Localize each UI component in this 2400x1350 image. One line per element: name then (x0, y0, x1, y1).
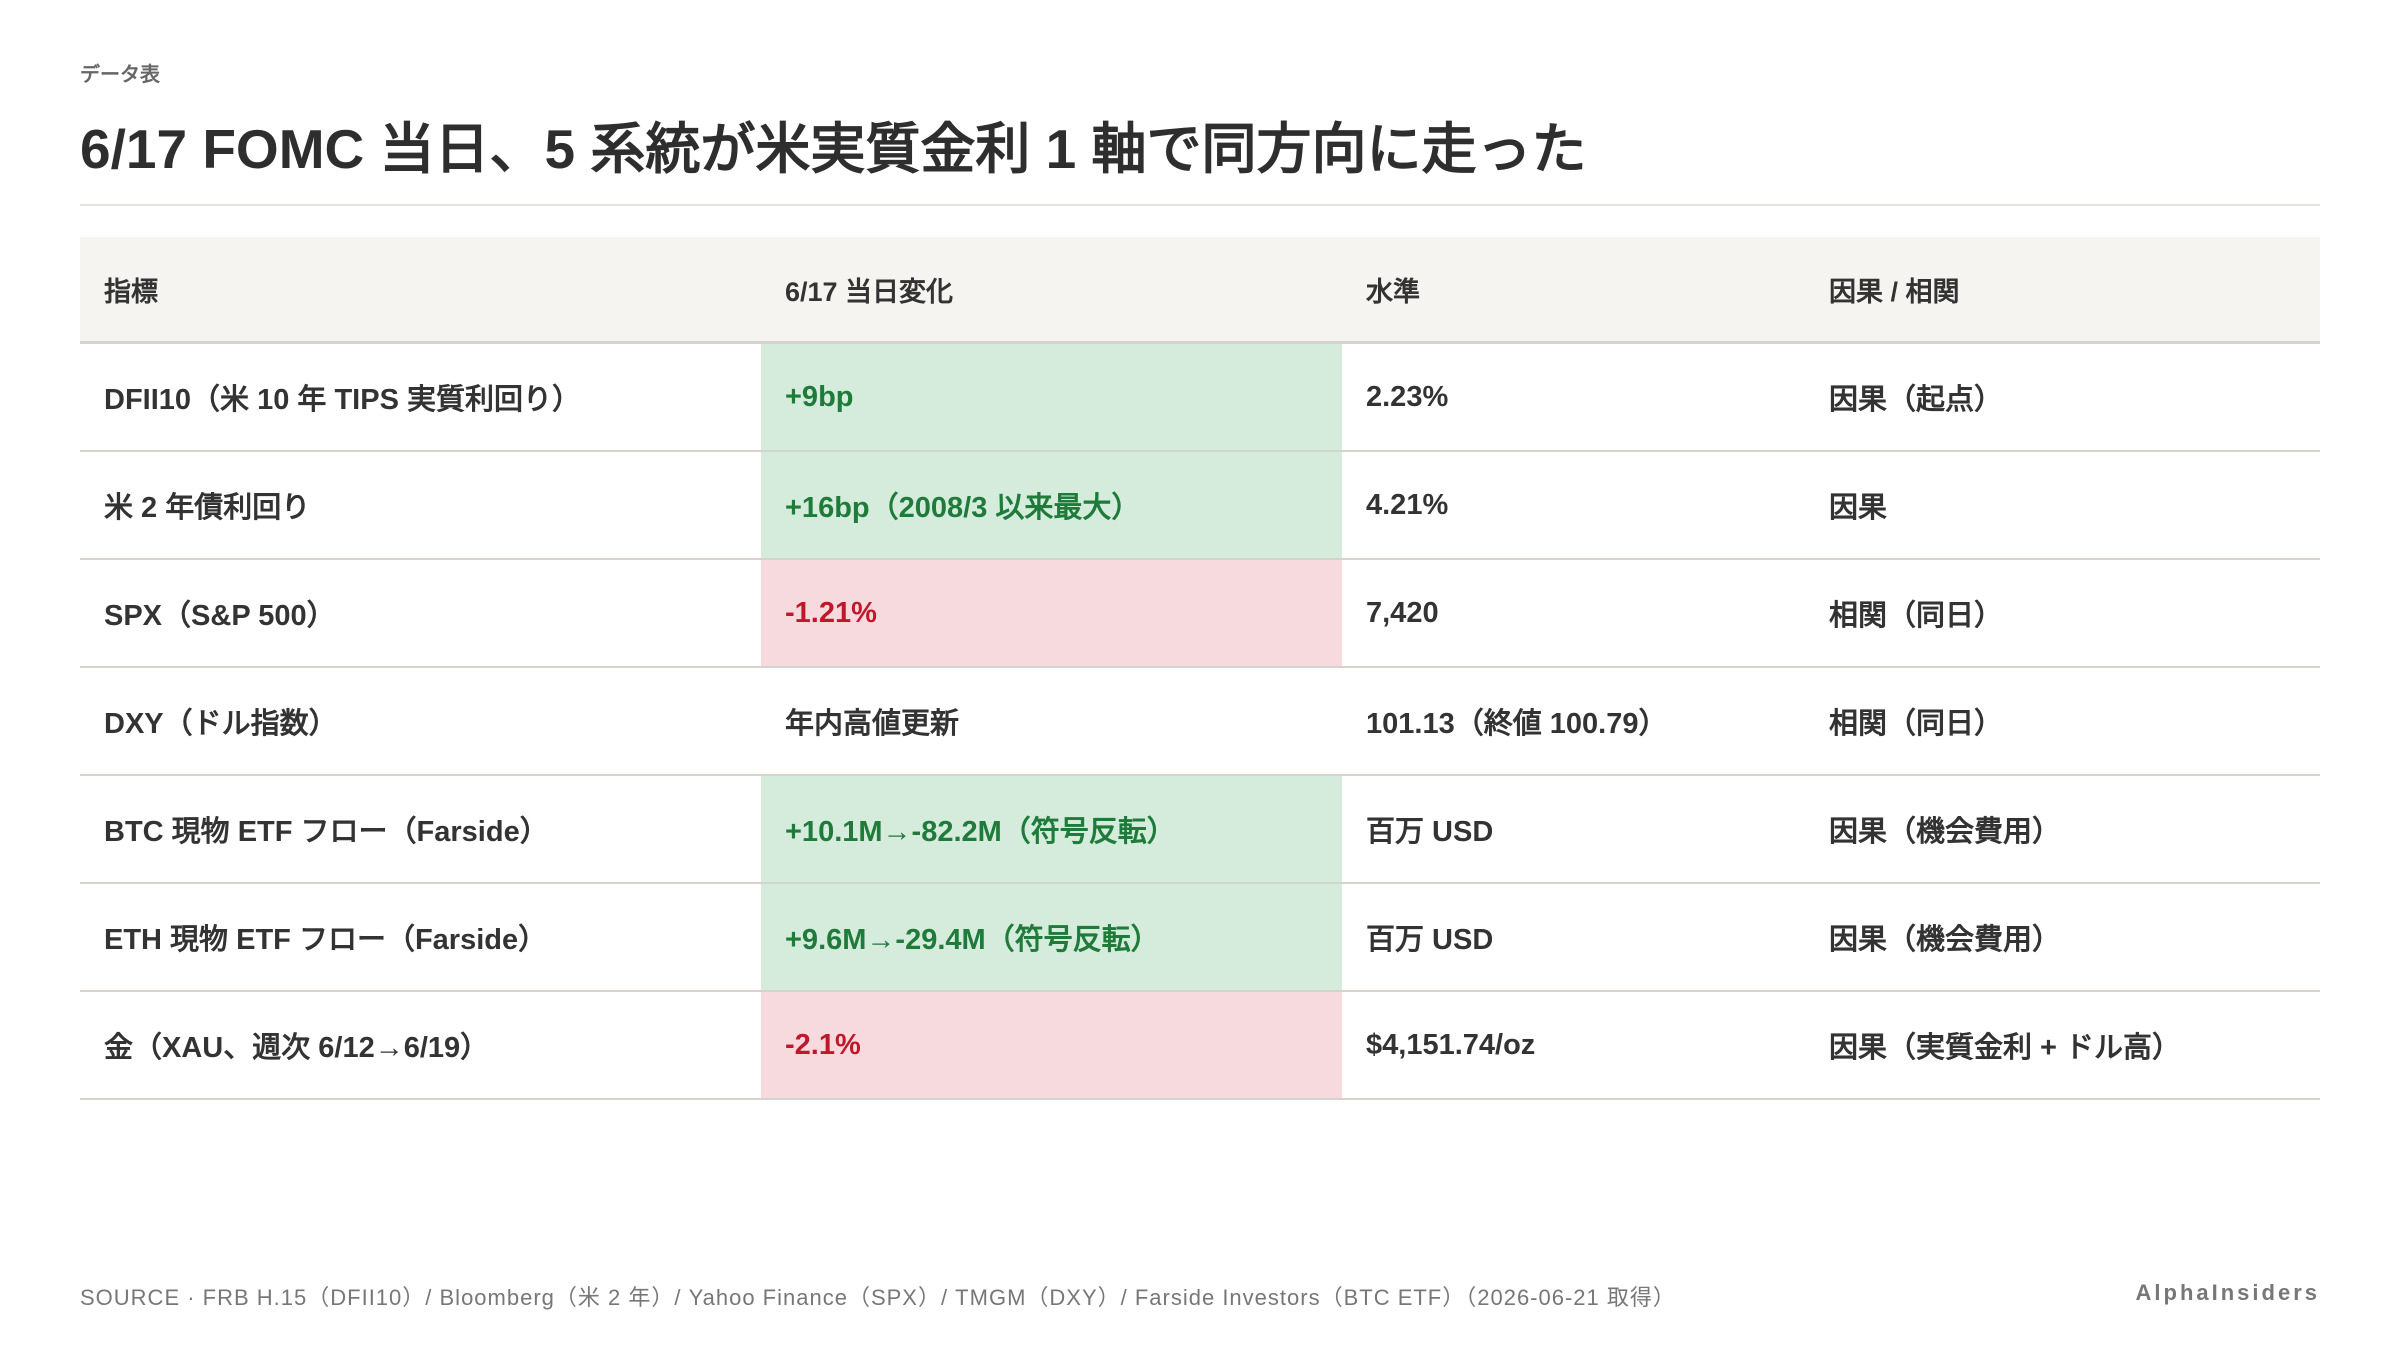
table-cell: DXY（ドル指数） (104, 708, 338, 740)
table-cell: 金（XAU、週次 6/12→6/19） (104, 1032, 490, 1064)
table-cell: 因果 (1829, 492, 1888, 524)
table-cell: 因果（機会費用） (1829, 924, 2062, 956)
divider (80, 204, 2320, 206)
table-cell: 百万 USD (1366, 924, 1494, 956)
section-label: データ表 (80, 64, 160, 86)
table-cell: 7,420 (1366, 596, 1439, 629)
brand: AlphaInsiders (2135, 1280, 2320, 1305)
table-cell: -1.21% (761, 560, 1342, 666)
table-cell: +10.1M→-82.2M（符号反転） (761, 776, 1342, 882)
table-row: 米 2 年債利回り +16bp（2008/3 以来最大） 4.21% 因果 (80, 452, 2320, 560)
table-row: BTC 現物 ETF フロー（Farside） +10.1M→-82.2M（符号反… (80, 776, 2320, 884)
table-cell: +16bp（2008/3 以来最大） (761, 452, 1342, 558)
table-cell: -2.1% (761, 992, 1342, 1098)
source-note: SOURCE · FRB H.15（DFII10）/ Bloomberg（米 2… (80, 1285, 1676, 1310)
table-cell: 相関（同日） (1829, 708, 2004, 740)
table-cell: 年内高値更新 (785, 708, 960, 740)
column-header: 指標 (104, 276, 158, 307)
table-cell: +9.6M→-29.4M（符号反転） (761, 884, 1342, 990)
table-cell: DFII10（米 10 年 TIPS 実質利回り） (104, 384, 581, 416)
table-cell: 相関（同日） (1829, 600, 2004, 632)
table-cell: $4,151.74/oz (1366, 1028, 1536, 1061)
data-table: 指標 6/17 当日変化 水準 因果 / 相関 DFII10（米 10 年 TIPS 実… (80, 237, 2320, 1100)
table-row: DXY（ドル指数） 年内高値更新 101.13（終値 100.79） 相関（同日） (80, 668, 2320, 776)
table-row: DFII10（米 10 年 TIPS 実質利回り） +9bp 2.23% 因果（起点） (80, 344, 2320, 452)
table-row: SPX（S&P 500） -1.21% 7,420 相関（同日） (80, 560, 2320, 668)
table-cell: 因果（起点） (1829, 384, 2004, 416)
table-cell: +9bp (761, 344, 1342, 450)
table-cell: SPX（S&P 500） (104, 600, 336, 632)
table-row: 金（XAU、週次 6/12→6/19） -2.1% $4,151.74/oz 因果（実… (80, 992, 2320, 1100)
table-cell: ETH 現物 ETF フロー（Farside） (104, 924, 548, 956)
table-cell: BTC 現物 ETF フロー（Farside） (104, 816, 549, 848)
table-cell: 因果（実質金利 + ドル高） (1829, 1032, 2182, 1064)
table-cell: 百万 USD (1366, 816, 1494, 848)
table-cell: 101.13（終値 100.79） (1366, 708, 1668, 740)
table-row: ETH 現物 ETF フロー（Farside） +9.6M→-29.4M（符号反転… (80, 884, 2320, 992)
header-row: 指標 6/17 当日変化 水準 因果 / 相関 (80, 237, 2320, 344)
column-header: 6/17 当日変化 (785, 276, 954, 307)
table-cell: 2.23% (1366, 380, 1449, 413)
column-header: 水準 (1366, 276, 1420, 307)
column-header: 因果 / 相関 (1829, 276, 1960, 307)
table-cell: 4.21% (1366, 488, 1449, 521)
table-cell: 因果（機会費用） (1829, 816, 2062, 848)
page-title: 6/17 FOMC 当日、5 系統が米実質金利 1 軸で同方向に走った (80, 118, 1587, 180)
table-cell: 米 2 年債利回り (104, 492, 311, 524)
